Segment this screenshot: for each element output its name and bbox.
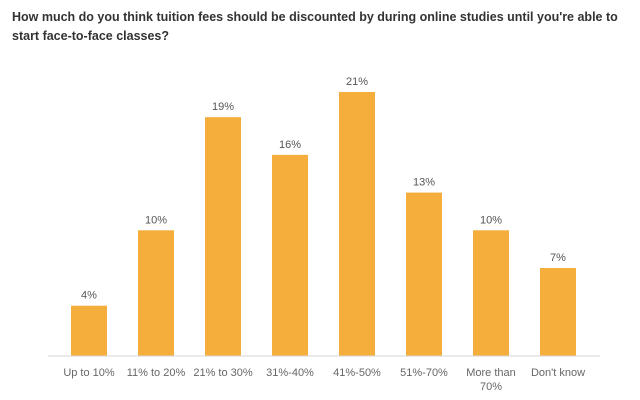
category-label-0: Up to 10%: [63, 367, 115, 379]
category-label-3: 31%-40%: [266, 367, 314, 379]
category-label-2: 21% to 30%: [193, 367, 253, 379]
chart-title: How much do you think tuition fees shoul…: [12, 10, 618, 43]
value-label-7: 7%: [550, 252, 566, 264]
category-labels-group: Up to 10% 11% to 20% 21% to 30% 31%-40% 41%-…: [63, 367, 585, 393]
bars-group: [71, 92, 576, 357]
bar-1: [138, 230, 174, 356]
value-label-1: 10%: [145, 214, 167, 226]
value-labels-group: 4% 10% 19% 16% 21% 13% 10% 7%: [81, 76, 566, 302]
category-label-1: 11% to 20%: [127, 367, 186, 379]
bar-4: [339, 92, 375, 356]
value-label-3: 16%: [279, 139, 301, 151]
bar-0: [71, 305, 107, 356]
bar-2: [205, 117, 241, 357]
bar-5: [406, 192, 442, 356]
bar-3: [272, 154, 308, 356]
bar-7: [540, 268, 576, 356]
category-label-4: 41%-50%: [333, 367, 381, 379]
bar-6: [473, 230, 509, 356]
value-label-5: 13%: [413, 177, 435, 189]
value-label-0: 4%: [81, 290, 97, 302]
category-label-6: More than 70%: [466, 367, 516, 393]
category-label-7: Don't know: [531, 367, 585, 379]
value-label-6: 10%: [480, 214, 502, 226]
category-label-5: 51%-70%: [400, 367, 448, 379]
value-label-2: 19%: [212, 101, 234, 113]
value-label-4: 21%: [346, 76, 368, 88]
